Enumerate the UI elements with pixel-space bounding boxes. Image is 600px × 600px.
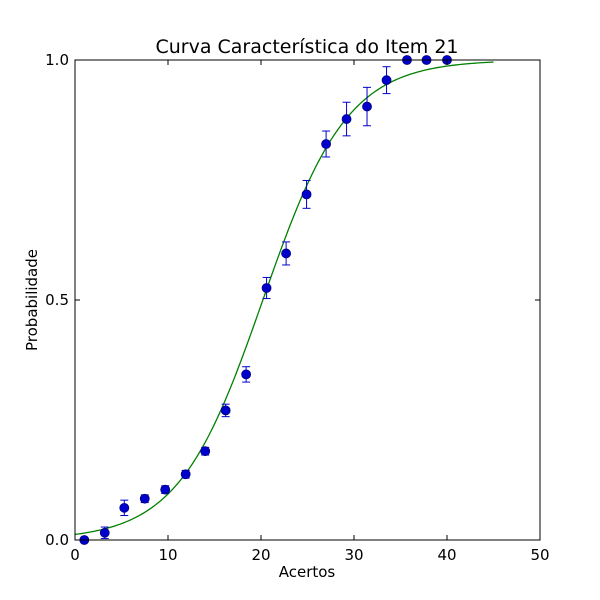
data-point [180, 469, 191, 480]
data-point [341, 114, 352, 124]
data-point [281, 248, 292, 259]
data-point [381, 75, 392, 86]
data-point [160, 484, 171, 495]
plot-frame [74, 59, 541, 541]
x-tick-label: 10 [158, 546, 177, 564]
data-point [321, 139, 332, 149]
data-point [119, 502, 130, 513]
logistic-curve-line [75, 61, 494, 536]
y-axis-label: Probabilidade [23, 249, 41, 351]
plot-area: 0 10 20 30 40 50 0.0 0.5 1.0 [45, 51, 549, 564]
data-point [200, 446, 211, 457]
data-point [241, 369, 252, 380]
x-tick-label: 40 [437, 546, 456, 564]
x-tick-label: 30 [344, 546, 363, 564]
data-point [99, 527, 110, 538]
x-axis-label: Acertos [279, 563, 336, 581]
data-point [139, 493, 150, 504]
x-tick-label: 20 [251, 546, 270, 564]
data-point [301, 189, 312, 200]
y-tick-label: 1.0 [45, 51, 69, 69]
x-tick-label: 50 [530, 546, 549, 564]
y-tick-label: 0.0 [45, 531, 69, 549]
y-tick-label: 0.5 [45, 291, 69, 309]
data-point [261, 283, 272, 293]
x-tick-label: 0 [70, 546, 80, 564]
chart-title: Curva Característica do Item 21 [155, 36, 458, 58]
data-point [220, 405, 231, 416]
data-point [362, 101, 372, 112]
